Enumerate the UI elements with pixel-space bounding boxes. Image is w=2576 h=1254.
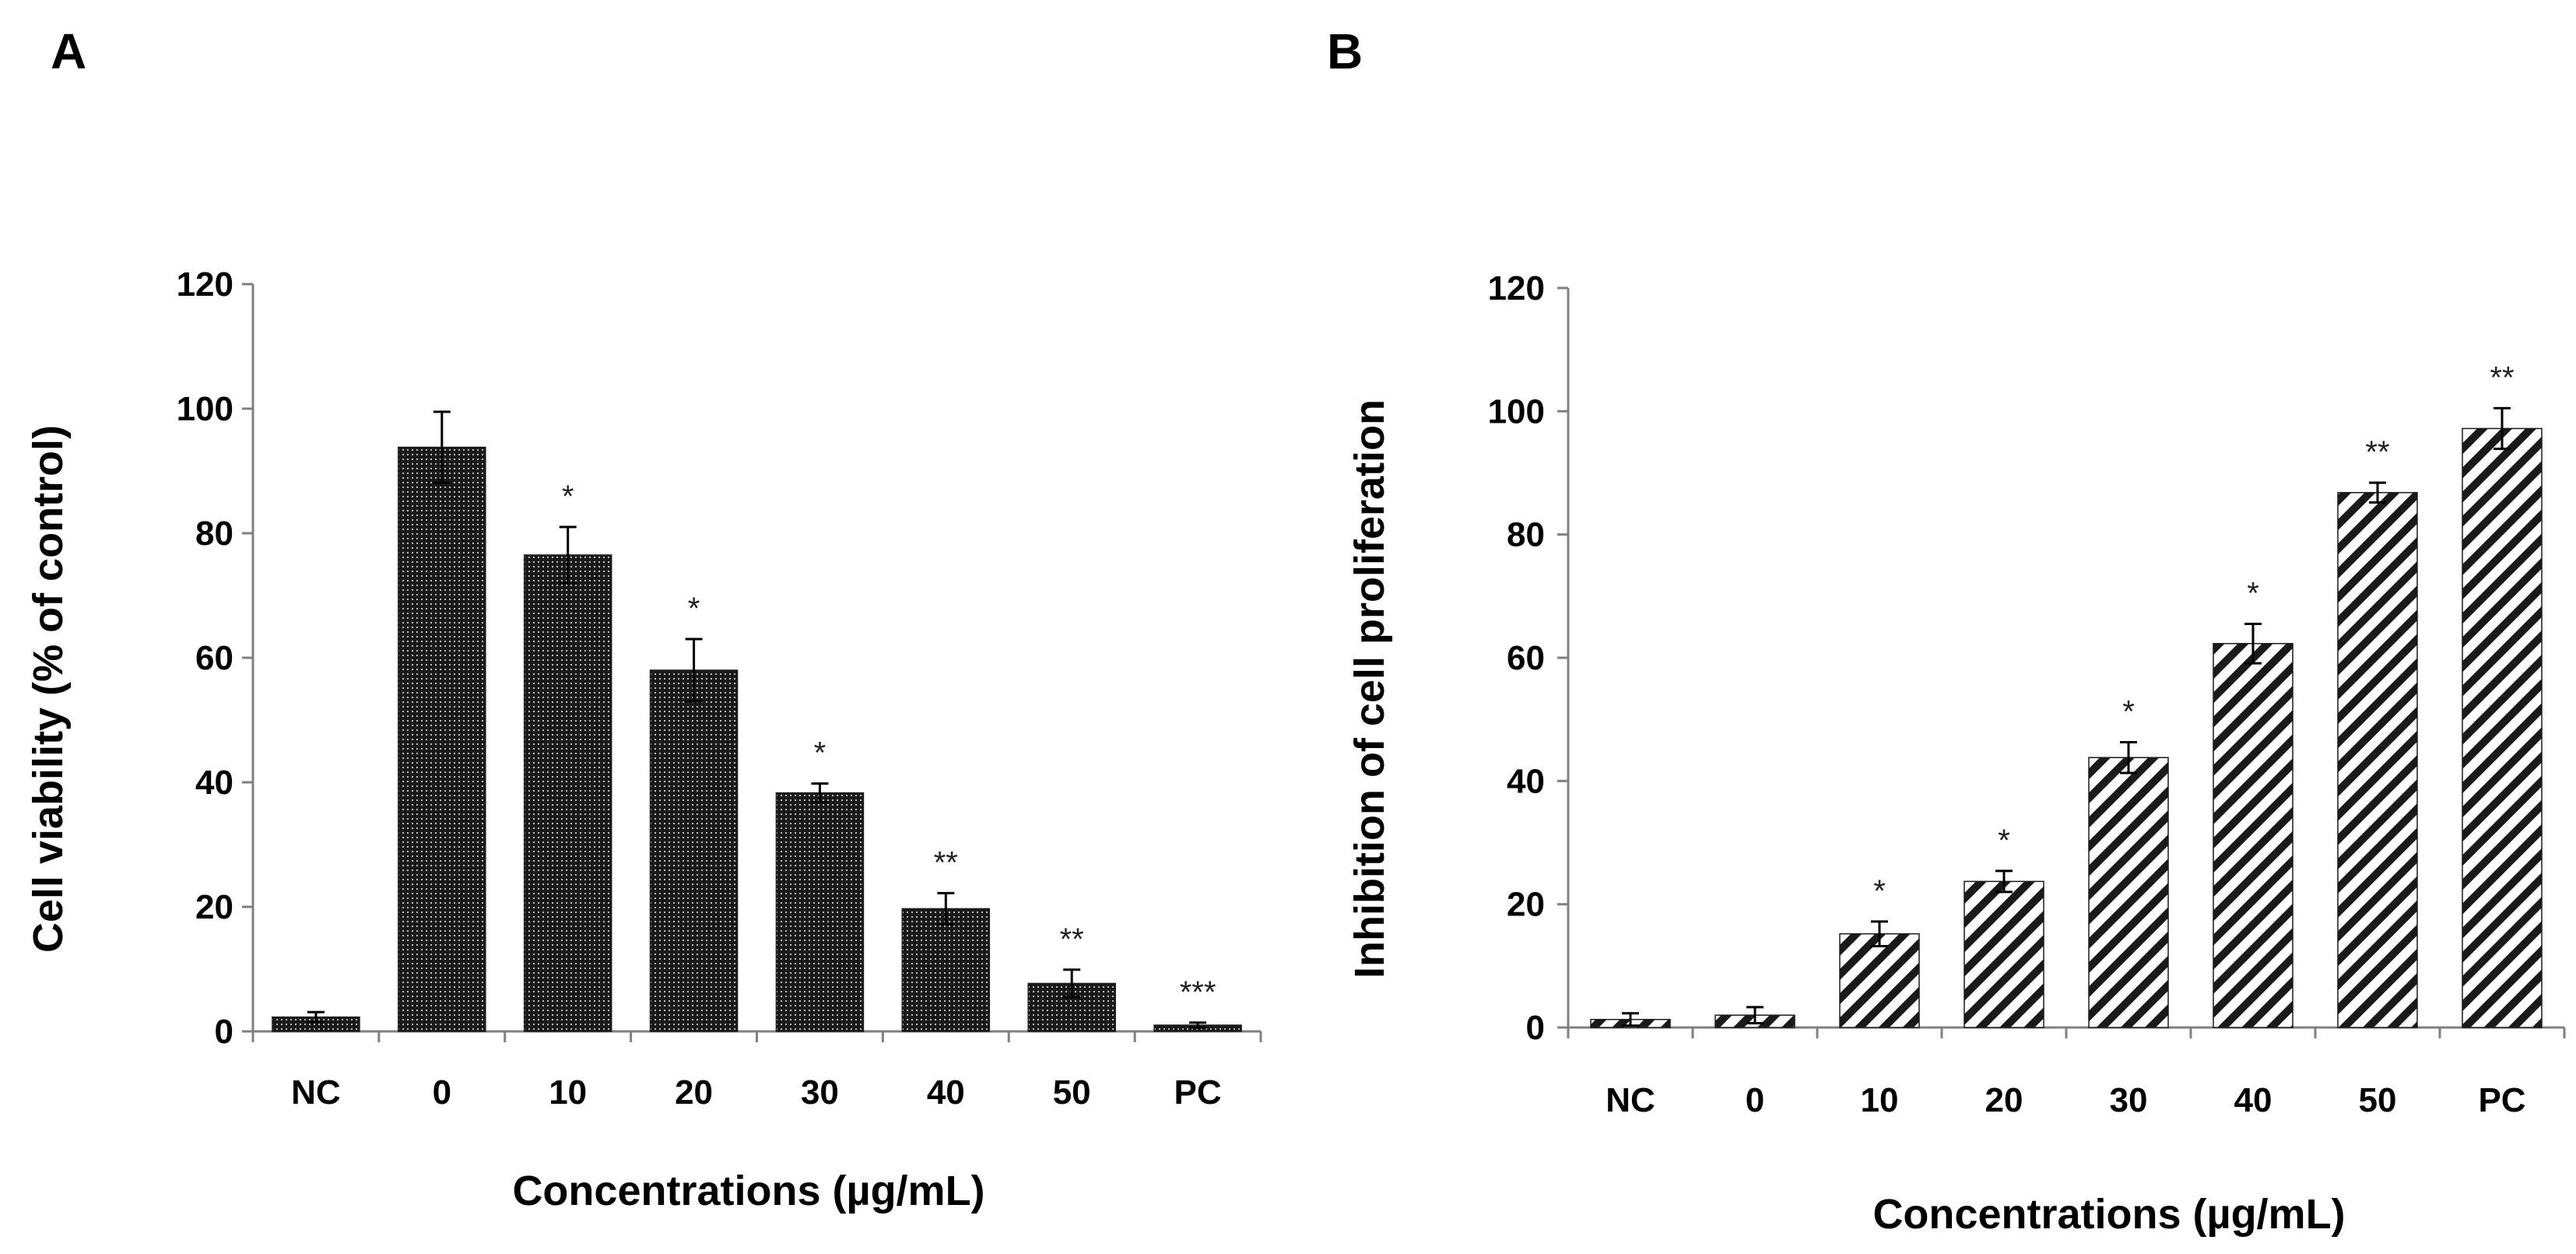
x-tick-label-a-2: 0: [433, 1073, 451, 1112]
significance-label-b-4: *: [1998, 824, 2010, 858]
y-tick-label-a: 120: [177, 265, 233, 304]
x-tick-label-b-8: PC: [2478, 1081, 2525, 1119]
x-tick-label-a-1: NC: [291, 1073, 341, 1112]
x-axis-title-a: Concentrations (µg/mL): [512, 1168, 984, 1214]
y-tick-label-a: 100: [177, 390, 233, 428]
bar-b-6: [2213, 643, 2293, 1028]
x-tick-label-a-6: 40: [927, 1073, 965, 1112]
significance-label-b-3: *: [1873, 874, 1886, 908]
significance-label-a-7: **: [1060, 922, 1084, 957]
y-tick-label-b: 80: [1507, 516, 1545, 554]
panel-b: B Inhibition of cell proliferation Conce…: [1327, 23, 2566, 1238]
x-tick-label-a-4: 20: [675, 1073, 713, 1112]
bar-b-4: [1964, 880, 2044, 1028]
x-tick-label-b-1: NC: [1606, 1081, 1655, 1119]
panel-label-b: B: [1327, 23, 1363, 79]
significance-label-a-3: *: [562, 479, 574, 514]
x-tick-label-b-5: 30: [2110, 1081, 2148, 1119]
y-tick-label-b: 0: [1526, 1009, 1545, 1047]
x-tick-label-b-7: 50: [2359, 1081, 2397, 1119]
y-tick-label-b: 40: [1507, 762, 1545, 800]
bar-b-5: [2088, 757, 2169, 1028]
x-tick-label-a-7: 50: [1053, 1073, 1091, 1112]
x-tick-label-b-6: 40: [2234, 1081, 2272, 1119]
x-tick-label-a-8: PC: [1174, 1073, 1222, 1112]
x-tick-label-a-3: 10: [549, 1073, 587, 1112]
x-tick-label-b-4: 20: [1985, 1081, 2023, 1119]
plot-area-a: 0 20 40 60 80 100 120 NC 0 * 10 * 20 * 30 ** 40 ** 50 *** PC: [177, 265, 1262, 1112]
bar-b-3: [1839, 933, 1920, 1028]
significance-label-b-5: *: [2122, 694, 2135, 729]
x-tick-label-b-2: 0: [1746, 1081, 1764, 1119]
bar-a-6: [901, 908, 991, 1032]
bar-a-3: [523, 554, 612, 1032]
bar-a-4: [649, 669, 739, 1032]
y-tick-label-a: 60: [195, 639, 233, 677]
y-tick-label-a: 80: [195, 515, 233, 553]
y-axis-title-a: Cell viability (% of control): [25, 425, 72, 953]
x-axis-title-b: Concentrations (µg/mL): [1872, 1191, 2345, 1238]
x-tick-label-a-5: 30: [801, 1073, 839, 1112]
significance-label-b-6: *: [2247, 576, 2259, 610]
y-tick-label-b: 60: [1507, 639, 1545, 677]
y-axis-title-b: Inhibition of cell proliferation: [1346, 399, 1393, 978]
y-tick-label-a: 0: [215, 1013, 233, 1051]
bar-b-8: [2462, 427, 2543, 1028]
y-tick-label-b: 20: [1507, 886, 1545, 924]
y-tick-label-b: 120: [1488, 269, 1545, 307]
y-tick-label-b: 100: [1488, 392, 1545, 430]
significance-label-b-7: **: [2365, 435, 2389, 469]
significance-label-b-8: **: [2490, 360, 2514, 395]
significance-label-a-4: *: [688, 592, 700, 626]
significance-label-a-5: *: [814, 736, 826, 771]
plot-area-b: 0 20 40 60 80 100 120 NC 0 * 10 * 20 * 30 * 40 ** 50 ** PC: [1488, 269, 2566, 1119]
panel-a: A Cell viability (% of control) Concentr…: [25, 23, 1262, 1214]
panel-label-a: A: [51, 23, 86, 79]
bar-b-7: [2337, 492, 2418, 1028]
bar-a-5: [775, 792, 865, 1032]
significance-label-a-6: **: [934, 845, 958, 880]
significance-label-a-8: ***: [1180, 975, 1216, 1010]
bar-a-2: [398, 446, 486, 1032]
x-tick-label-b-3: 10: [1861, 1081, 1899, 1119]
y-tick-label-a: 20: [195, 888, 233, 926]
y-tick-label-a: 40: [195, 764, 233, 802]
